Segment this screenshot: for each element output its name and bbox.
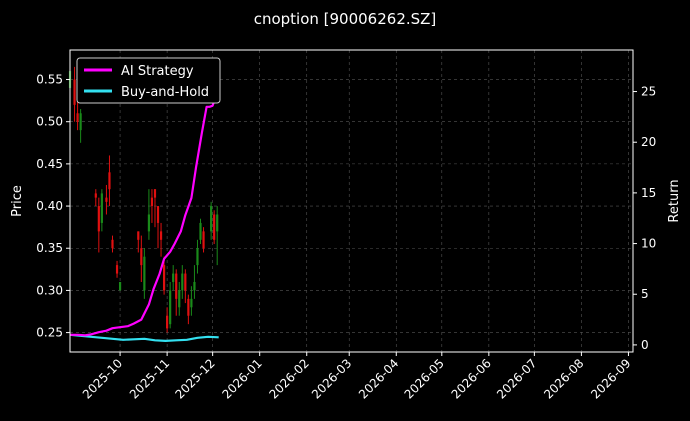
candle-body: [178, 290, 181, 308]
candle-body: [202, 231, 205, 249]
candle-body: [166, 315, 169, 329]
candle: [118, 281, 122, 291]
y-axis-left: 0.25 0.30 0.35 0.40 0.45 0.50 0.55: [36, 73, 70, 340]
candle-body: [181, 273, 184, 291]
candle-body: [193, 281, 196, 291]
candle-body: [105, 197, 108, 202]
candle: [79, 109, 82, 143]
candle-body: [100, 193, 103, 223]
candle-body: [150, 197, 154, 207]
y-tick-label-left: 0.55: [36, 73, 63, 87]
legend-label-buy-and-hold: Buy-and-Hold: [121, 85, 209, 100]
candle: [187, 294, 190, 325]
candle-body: [156, 206, 160, 223]
y-axis-right: 0 5 10 15 20 25: [633, 85, 656, 352]
candle: [181, 265, 184, 299]
y-axis-left-label: Price: [10, 185, 25, 217]
legend-box: [76, 57, 221, 104]
candle-body: [190, 298, 193, 308]
candle: [105, 184, 108, 215]
candle: [184, 269, 187, 304]
y-axis-right-label: Return: [667, 179, 682, 222]
candle-body: [73, 79, 76, 105]
candle: [115, 260, 119, 278]
plot-frame: [69, 49, 634, 353]
candle-body: [159, 231, 163, 240]
candle: [169, 281, 172, 329]
candle: [153, 189, 157, 228]
y-tick-label-left: 0.35: [36, 241, 63, 255]
y-tick-label-left: 0.40: [36, 199, 63, 213]
candle: [100, 189, 103, 232]
y-tick-label-left: 0.50: [36, 115, 63, 129]
candle: [156, 206, 160, 249]
candle-body: [175, 273, 178, 299]
candle-body: [199, 222, 202, 240]
candle-body: [115, 265, 119, 274]
candle-body: [97, 206, 100, 232]
y-tick-label-right: 20: [641, 135, 656, 149]
y-tick-label-right: 15: [641, 186, 656, 200]
candle-body: [153, 189, 157, 198]
candle: [196, 239, 199, 274]
legend: AI Strategy Buy-and-Hold: [76, 57, 221, 104]
candle: [190, 286, 193, 316]
legend-label-ai-strategy: AI Strategy: [121, 64, 194, 79]
candle-body: [79, 113, 82, 131]
y-tick-label-right: 5: [641, 287, 649, 301]
candle: [73, 66, 76, 122]
candle: [147, 189, 151, 240]
candle: [199, 218, 202, 245]
candle-body: [172, 273, 175, 282]
candle: [111, 235, 114, 253]
candle: [202, 227, 205, 253]
candle: [150, 189, 154, 223]
candle: [140, 235, 143, 282]
return-lines: [69, 61, 220, 342]
y-tick-label-right: 0: [641, 338, 649, 352]
y-tick-label-left: 0.45: [36, 157, 63, 171]
candle: [97, 197, 100, 253]
candle-body: [196, 248, 199, 266]
candle: [162, 256, 166, 295]
y-tick-label-right: 25: [641, 85, 656, 99]
series-line-buy-and-hold: [69, 333, 219, 342]
candle-body: [118, 281, 122, 291]
candle: [193, 265, 196, 299]
candle-body: [184, 273, 187, 291]
y-tick-label-right: 10: [641, 237, 656, 251]
candle-body: [76, 113, 79, 122]
chart-title: cnoption [90006262.SZ]: [254, 10, 437, 28]
candle-body: [210, 206, 213, 232]
candle: [108, 155, 111, 207]
candle: [172, 265, 175, 291]
candle-body: [143, 256, 146, 291]
candle-body: [216, 214, 219, 232]
candle: [166, 307, 169, 333]
candle-body: [162, 265, 166, 291]
y-tick-label-left: 0.25: [36, 326, 63, 340]
candle-body: [140, 248, 143, 266]
y-tick-label-left: 0.30: [36, 283, 63, 297]
candle-body: [94, 193, 97, 198]
candle: [210, 201, 213, 240]
candle-body: [187, 298, 190, 316]
candle: [178, 281, 181, 316]
candle-body: [147, 214, 151, 232]
candle: [159, 222, 163, 257]
candle: [216, 206, 219, 266]
candle: [137, 231, 140, 253]
candle: [94, 189, 97, 207]
candle-body: [108, 172, 111, 190]
series-line-ai-strategy: [70, 61, 220, 337]
candle: [143, 248, 146, 299]
candle-body: [111, 239, 114, 249]
candle-body: [213, 214, 216, 240]
candle-body: [169, 290, 172, 325]
candle-body: [137, 231, 140, 240]
candle: [213, 210, 216, 245]
candle: [175, 269, 178, 316]
